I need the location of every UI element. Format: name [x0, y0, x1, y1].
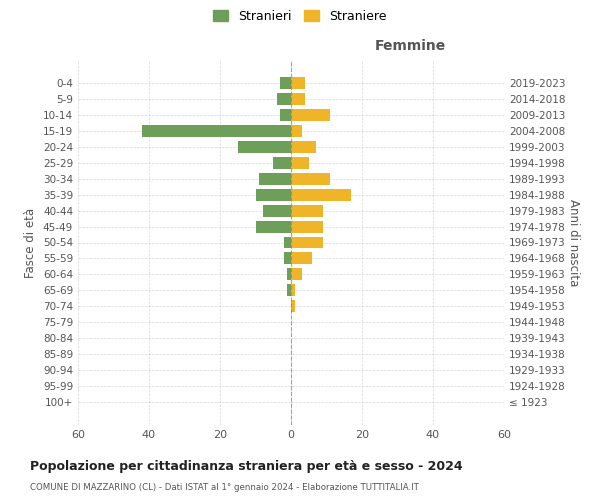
- Bar: [291, 284, 295, 296]
- Bar: [287, 284, 291, 296]
- Bar: [287, 268, 291, 280]
- Bar: [284, 236, 291, 248]
- Bar: [291, 156, 309, 168]
- Bar: [284, 252, 291, 264]
- Bar: [291, 108, 330, 120]
- Text: Femmine: Femmine: [374, 38, 446, 52]
- Bar: [280, 76, 291, 88]
- Bar: [142, 124, 291, 136]
- Bar: [291, 140, 316, 152]
- Y-axis label: Fasce di età: Fasce di età: [25, 208, 37, 278]
- Bar: [291, 76, 305, 88]
- Text: COMUNE DI MAZZARINO (CL) - Dati ISTAT al 1° gennaio 2024 - Elaborazione TUTTITAL: COMUNE DI MAZZARINO (CL) - Dati ISTAT al…: [30, 482, 419, 492]
- Bar: [291, 300, 295, 312]
- Bar: [291, 172, 330, 184]
- Bar: [277, 92, 291, 104]
- Bar: [291, 220, 323, 232]
- Bar: [291, 252, 313, 264]
- Bar: [291, 204, 323, 216]
- Bar: [238, 140, 291, 152]
- Bar: [291, 236, 323, 248]
- Bar: [291, 92, 305, 104]
- Bar: [263, 204, 291, 216]
- Bar: [256, 220, 291, 232]
- Bar: [259, 172, 291, 184]
- Bar: [291, 188, 352, 200]
- Bar: [256, 188, 291, 200]
- Text: Popolazione per cittadinanza straniera per età e sesso - 2024: Popolazione per cittadinanza straniera p…: [30, 460, 463, 473]
- Bar: [273, 156, 291, 168]
- Bar: [291, 124, 302, 136]
- Bar: [280, 108, 291, 120]
- Legend: Stranieri, Straniere: Stranieri, Straniere: [209, 6, 391, 26]
- Y-axis label: Anni di nascita: Anni di nascita: [566, 199, 580, 286]
- Bar: [291, 268, 302, 280]
